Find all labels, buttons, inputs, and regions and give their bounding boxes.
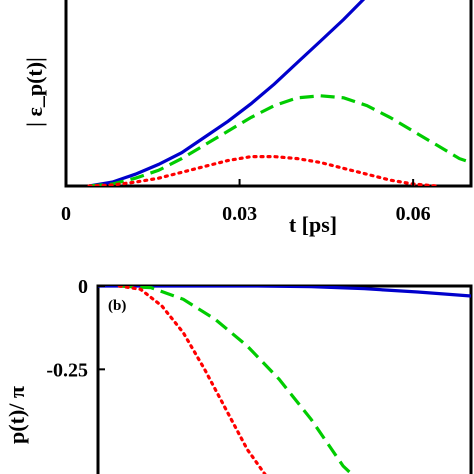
panel-a: 0 0.03 0.06 t [ps] | ε_p(t)| <box>22 0 473 237</box>
panel-a-x-axis-label: t [ps] <box>289 212 337 237</box>
x-tick-label: 0.03 <box>222 203 257 225</box>
panel-a-y-axis-label: | ε_p(t)| <box>22 57 47 127</box>
panel-a-frame <box>64 0 473 188</box>
y-tick-label: 0 <box>78 276 88 298</box>
panel-b-y-axis-label: p(t)/ π <box>4 386 29 444</box>
panel-b-y-ticks: 0 -0.25 <box>46 276 105 381</box>
panel-b-series-layer <box>98 286 471 474</box>
panel-a-series-line-solid <box>88 0 366 186</box>
panel-b-series-line-dashed <box>119 286 354 474</box>
panel-a-series-line-dashed <box>88 94 471 186</box>
panel-b-series-line-dotted <box>117 286 267 474</box>
panel-b-tag: (b) <box>108 298 126 314</box>
panel-a-series-layer <box>87 0 471 186</box>
panel-b: 0 -0.25 (b) p(t)/ π <box>4 276 473 474</box>
panel-a-x-ticks: 0 0.03 0.06 <box>61 179 431 225</box>
y-tick-label: -0.25 <box>46 359 88 381</box>
panel-b-frame <box>96 284 473 474</box>
panel-a-series-line-dotted <box>87 155 438 186</box>
x-tick-label: 0.06 <box>396 203 431 225</box>
x-tick-label: 0 <box>61 203 71 225</box>
panel-b-series-line-solid <box>98 286 471 298</box>
